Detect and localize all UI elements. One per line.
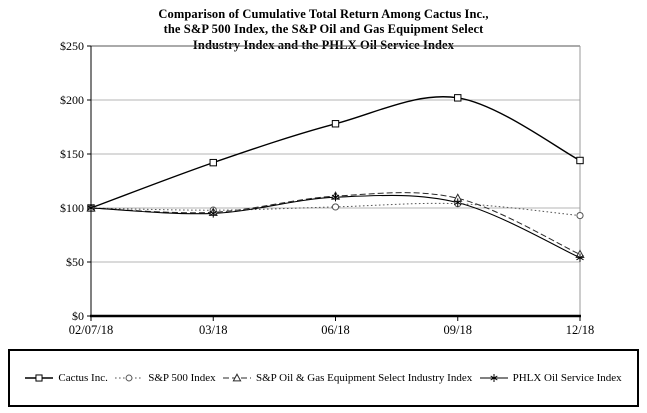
performance-chart: $0 $50 $100 $150 $200 $250 02/07/18 03/18 06/18 0… — [60, 39, 594, 337]
marker-square — [331, 120, 340, 128]
legend-item-s-p-500-index: S&P 500 Index — [115, 372, 216, 384]
legend-label: S&P Oil & Gas Equipment Select Industry … — [256, 372, 473, 384]
marker-triangle — [232, 373, 242, 382]
marker-circle — [576, 211, 584, 220]
legend-marker-circle-icon — [115, 374, 144, 382]
x-tick-label: 12/18 — [566, 323, 594, 337]
marker-asterisk — [489, 374, 498, 382]
legend-marker-asterisk-icon — [479, 374, 508, 382]
marker-square — [35, 374, 43, 382]
marker-asterisk — [576, 253, 584, 262]
y-tick-label: $100 — [60, 201, 84, 215]
marker-asterisk — [453, 198, 462, 207]
legend-marker-triangle-icon — [223, 373, 251, 382]
y-tick-label: $200 — [60, 93, 84, 107]
legend-item-s-p-oil-gas-equipment-select-industry-index: S&P Oil & Gas Equipment Select Industry … — [223, 372, 472, 384]
x-tick-label: 09/18 — [444, 323, 472, 337]
marker-circle — [125, 374, 133, 382]
marker-asterisk — [87, 203, 95, 213]
y-tick-label: $250 — [60, 39, 84, 53]
x-tick-label: 03/18 — [199, 323, 227, 337]
series-markers-s-p-oil-gas-equipment-select-industry-index — [86, 191, 585, 258]
marker-square — [576, 156, 584, 165]
legend-label: Cactus Inc. — [58, 372, 108, 384]
legend-marker-square-icon — [25, 374, 54, 382]
marker-square — [209, 158, 217, 167]
marker-asterisk — [331, 193, 340, 202]
legend-label: PHLX Oil Service Index — [512, 372, 622, 384]
legend-item-phlx-oil-service-index: PHLX Oil Service Index — [479, 372, 622, 384]
legend: Cactus Inc. S&P 500 Index S&P Oil & Gas Eq… — [8, 349, 639, 407]
chart-title: Comparison of Cumulative Total Return Am… — [158, 7, 489, 52]
legend-item-cactus-inc: Cactus Inc. — [25, 372, 108, 384]
y-tick-label: $150 — [60, 147, 84, 161]
series-markers-s-p-500-index — [87, 200, 584, 220]
series-markers-phlx-oil-service-index — [87, 193, 584, 262]
marker-circle — [331, 203, 340, 211]
x-tick-label: 02/07/18 — [69, 323, 113, 337]
y-tick-label: $50 — [66, 255, 84, 269]
marker-asterisk — [209, 209, 218, 218]
series-line-s-p-oil-gas-equipment-select-industry-index — [90, 192, 581, 255]
legend-label: S&P 500 Index — [148, 372, 216, 384]
marker-square — [454, 94, 462, 102]
y-tick-label: $0 — [72, 309, 84, 323]
x-tick-label: 06/18 — [321, 323, 349, 337]
